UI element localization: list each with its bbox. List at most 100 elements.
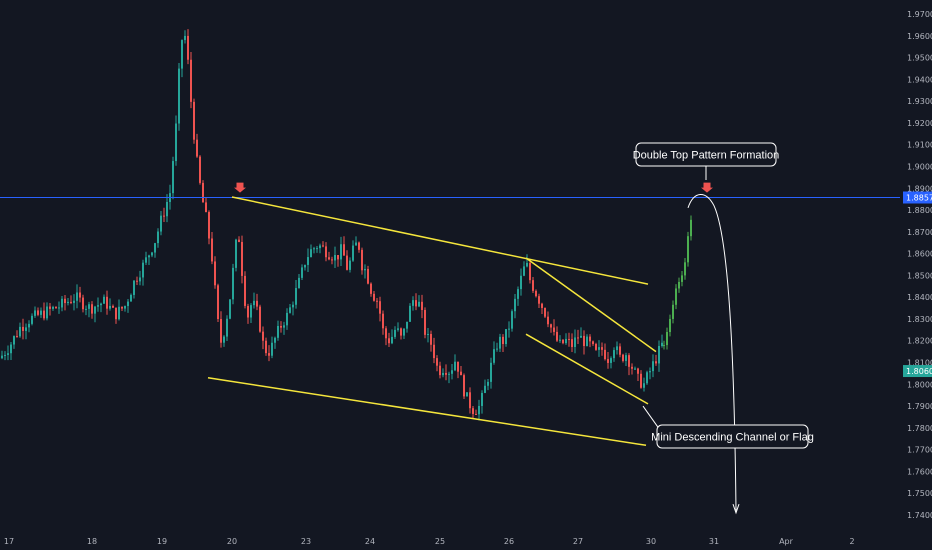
candle-body [85, 308, 87, 310]
candle-body [643, 383, 645, 388]
candle-body [367, 268, 369, 284]
candle-body [64, 298, 66, 304]
candle-body [97, 305, 99, 307]
candle-body [184, 35, 186, 41]
candle-body [400, 328, 402, 336]
projection-body [678, 281, 680, 289]
current-price-tag: 1.80609 [906, 367, 932, 376]
y-tick-label: 1.77000 [907, 446, 932, 455]
annotation-layer: Double Top Pattern Formation Mini Descend… [633, 142, 814, 449]
candle-body [70, 301, 72, 303]
candle-body [481, 392, 483, 406]
candle-body [313, 248, 315, 250]
candle-body [346, 255, 348, 270]
x-tick-label: 20 [227, 537, 237, 546]
x-tick-label: 24 [365, 537, 375, 546]
candle-body [109, 305, 111, 309]
candle-body [427, 333, 429, 335]
x-tick-label: 26 [504, 537, 514, 546]
candle-body [433, 344, 435, 359]
candle-body [529, 262, 531, 281]
y-tick-label: 1.92000 [907, 119, 932, 128]
candle-body [91, 304, 93, 314]
candle-body [151, 252, 153, 256]
candle-body [7, 353, 9, 355]
candle-body [655, 361, 657, 364]
candle-body [193, 101, 195, 140]
candle-body [76, 292, 78, 301]
y-tick-label: 1.83000 [907, 315, 932, 324]
candle-body [94, 306, 96, 314]
candle-body [511, 311, 513, 329]
candle-body [586, 336, 588, 347]
candle-body [19, 326, 21, 337]
projection-body [666, 332, 668, 346]
candle-body [322, 245, 324, 247]
resistance-price-tag: 1.88576 [906, 193, 932, 202]
candle-body [616, 346, 618, 351]
candle-body [319, 245, 321, 249]
candle-body [409, 305, 411, 322]
candle-body [610, 358, 612, 363]
y-tick-label: 1.96000 [907, 32, 932, 41]
candle-body [37, 310, 39, 315]
candle-body [223, 336, 225, 343]
projection-body [669, 318, 671, 333]
candle-body [43, 310, 45, 319]
candle-body [28, 323, 30, 328]
candle-body [415, 300, 417, 307]
candle-body [217, 285, 219, 319]
candle-body [4, 354, 6, 356]
candle-body [106, 296, 108, 309]
candle-body [253, 300, 255, 306]
candle-body [175, 123, 177, 162]
candle-body [13, 336, 15, 345]
candle-body [508, 328, 510, 330]
candle-body [163, 215, 165, 217]
candle-body [16, 336, 18, 338]
candle-body [79, 292, 81, 298]
candle-body [280, 325, 282, 328]
projection-body [687, 236, 689, 263]
candle-body [214, 261, 216, 286]
candle-body [208, 212, 210, 239]
candle-body [502, 336, 504, 345]
candle-body [355, 242, 357, 246]
candle-body [127, 301, 129, 307]
y-tick-label: 1.86000 [907, 250, 932, 259]
candle-body [397, 328, 399, 330]
candle-body [115, 307, 117, 320]
candle-body [646, 372, 648, 384]
y-tick-label: 1.81000 [907, 359, 932, 368]
candle-body [196, 139, 198, 157]
candle-body [379, 301, 381, 314]
candle-body [634, 368, 636, 370]
candle-body [583, 335, 585, 347]
candle-body [652, 361, 654, 372]
candle-body [580, 335, 582, 338]
candle-body [250, 305, 252, 318]
candle-body [301, 267, 303, 278]
candle-body [661, 342, 663, 347]
candle-body [466, 392, 468, 397]
candle-body [559, 339, 561, 341]
candle-body [340, 244, 342, 260]
candle-body [418, 301, 420, 307]
candle-body [631, 366, 633, 369]
candle-body [154, 243, 156, 253]
candle-body [112, 305, 114, 308]
candle-body [160, 215, 162, 232]
candle-body [556, 331, 558, 341]
candle-body [190, 59, 192, 102]
candle-body [67, 301, 69, 304]
candle-body [61, 298, 63, 308]
projection-body [681, 275, 683, 282]
candle-body [388, 338, 390, 344]
double-top-callout [635, 142, 777, 167]
candle-body [304, 264, 306, 268]
candle-body [1, 355, 3, 359]
x-tick-label: 31 [709, 537, 719, 546]
